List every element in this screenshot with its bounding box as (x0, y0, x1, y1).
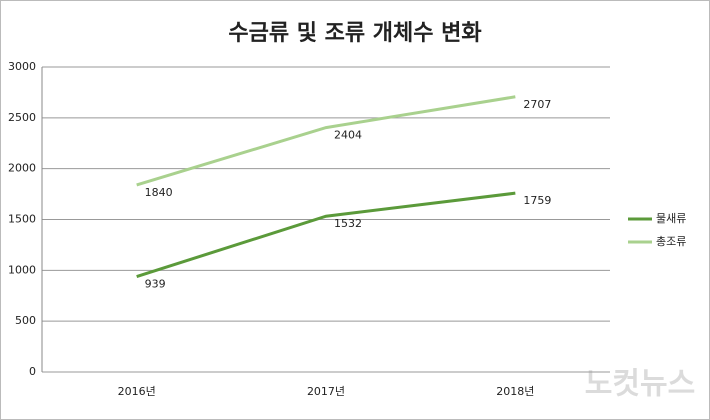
x-tick-label: 2016년 (118, 385, 156, 398)
series-line (136, 95, 516, 187)
chart-title: 수금류 및 조류 개체수 변화 (228, 21, 481, 46)
data-label: 1759 (523, 194, 551, 207)
y-tick-label: 0 (29, 365, 36, 378)
data-label: 1840 (145, 186, 173, 199)
data-label: 1532 (334, 217, 362, 230)
y-tick-label: 2500 (8, 111, 36, 124)
y-tick-label: 2000 (8, 162, 36, 175)
y-tick-label: 1000 (8, 263, 36, 276)
y-tick-label: 1500 (8, 213, 36, 226)
legend-label: 총조류 (656, 235, 686, 248)
x-tick-label: 2018년 (496, 385, 534, 398)
data-label: 2707 (523, 98, 551, 111)
data-label: 2404 (334, 129, 362, 142)
x-tick-label: 2017년 (307, 385, 345, 398)
y-tick-label: 3000 (8, 60, 36, 73)
data-label: 939 (145, 278, 166, 291)
legend-label: 물새류 (656, 212, 686, 225)
y-tick-label: 500 (15, 314, 36, 327)
series-line (136, 191, 516, 278)
